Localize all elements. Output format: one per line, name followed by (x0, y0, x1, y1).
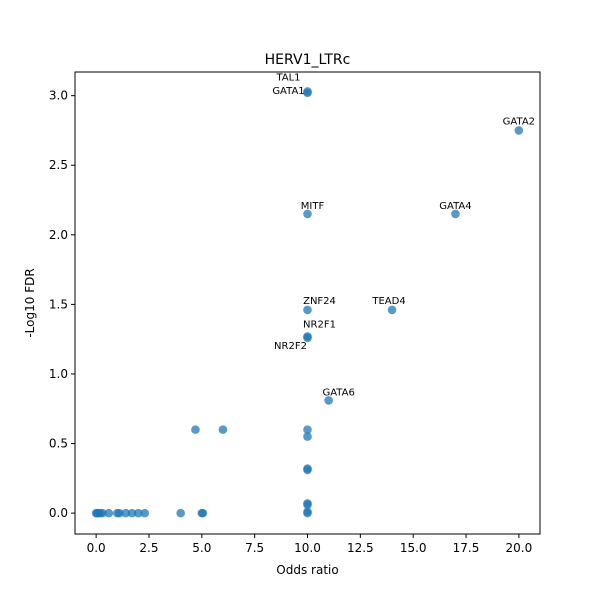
data-point (387, 305, 397, 315)
x-tick-label: 10.0 (294, 541, 321, 555)
data-point (514, 126, 524, 135)
x-tick-label: 12.5 (347, 541, 374, 555)
data-point (303, 425, 312, 434)
annotations-layer: TAL1 GATA1 GATA2 MITF GATA4 ZNF24 TEAD4 NR2F1 NR… (272, 72, 535, 398)
data-point (303, 465, 312, 475)
point-annotation: NR2F2 (274, 341, 307, 352)
x-axis-ticks: 0.0 2.5 5.0 7.5 10.0 12.5 15.0 17.5 20.0 (87, 534, 533, 555)
y-tick-label: 1.5 (49, 297, 68, 311)
y-tick-label: 3.0 (49, 89, 68, 103)
data-point (176, 508, 185, 518)
data-point (324, 396, 333, 405)
data-point (127, 508, 137, 518)
chart-title: HERV1_LTRc (265, 52, 351, 68)
data-point (198, 508, 208, 518)
point-annotation: TAL1 (275, 72, 300, 83)
plot-frame (74, 71, 541, 535)
y-tick-label: 2.0 (49, 228, 68, 242)
point-annotation: GATA4 (439, 201, 471, 212)
point-annotation: MITF (301, 201, 325, 212)
y-tick-label: 0.5 (49, 437, 68, 451)
y-tick-label: 2.5 (49, 158, 68, 172)
x-tick-label: 15.0 (400, 541, 427, 555)
x-tick-label: 17.5 (453, 541, 480, 555)
y-tick-label: 1.0 (49, 367, 68, 381)
data-point (121, 508, 131, 518)
data-point (451, 209, 460, 219)
y-axis-ticks: 0.0 0.5 1.0 1.5 2.0 2.5 3.0 (49, 89, 75, 520)
data-point (115, 508, 124, 518)
data-point (303, 333, 312, 343)
point-annotation: NR2F1 (303, 319, 336, 330)
point-annotation: GATA1 (272, 86, 304, 97)
data-point (303, 500, 312, 510)
x-tick-label: 2.5 (139, 541, 158, 555)
point-annotation: ZNF24 (303, 296, 336, 307)
x-axis-title: Odds ratio (276, 563, 338, 577)
data-point (303, 305, 312, 315)
y-axis-title: -Log10 FDR (23, 268, 37, 337)
x-tick-label: 7.5 (245, 541, 264, 555)
data-point (303, 432, 312, 441)
data-point (218, 425, 228, 434)
data-point (303, 508, 312, 518)
data-point (104, 508, 114, 518)
y-tick-label: 0.0 (49, 506, 68, 520)
x-tick-label: 5.0 (192, 541, 211, 555)
point-annotation: GATA2 (503, 116, 535, 127)
data-point (303, 209, 312, 219)
data-point (98, 508, 107, 518)
data-point (191, 425, 200, 434)
data-point (140, 508, 150, 518)
point-annotation: GATA6 (322, 387, 354, 398)
point-annotation: TEAD4 (371, 296, 405, 307)
data-point (303, 87, 312, 96)
x-tick-label: 20.0 (506, 541, 533, 555)
data-point (134, 508, 143, 518)
x-tick-label: 0.0 (87, 541, 106, 555)
points-layer (91, 87, 524, 518)
